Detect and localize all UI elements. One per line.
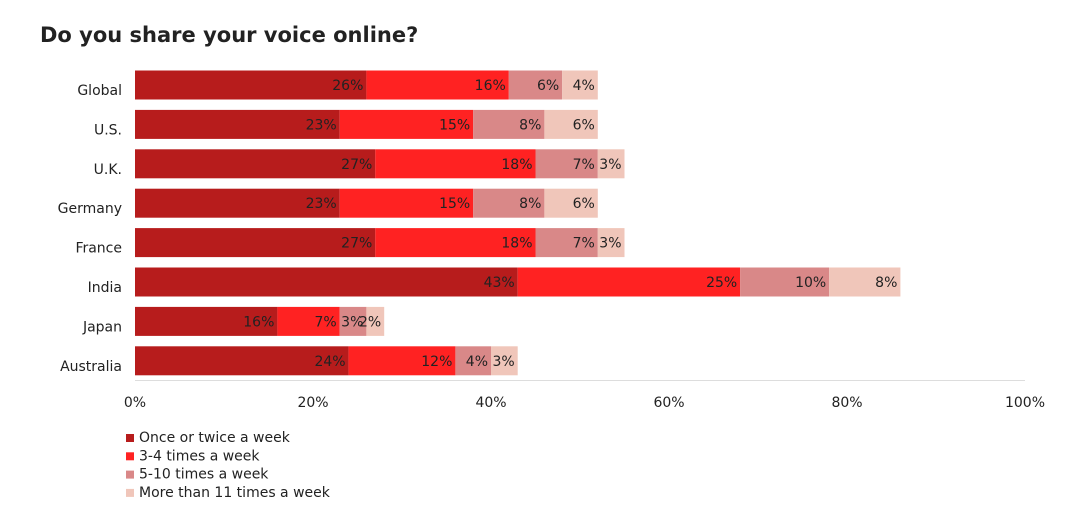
legend-swatch <box>126 434 134 442</box>
value-label: 3% <box>492 354 514 370</box>
x-tick-label: 100% <box>1005 395 1045 411</box>
legend-label: More than 11 times a week <box>139 485 331 501</box>
legend-label: Once or twice a week <box>139 430 291 446</box>
x-tick-label: 20% <box>297 395 328 411</box>
value-label: 7% <box>573 157 595 173</box>
y-tick-label: Germany <box>58 201 122 217</box>
y-tick-label: France <box>75 241 122 257</box>
value-label: 25% <box>706 275 737 291</box>
x-tick-label: 60% <box>653 395 684 411</box>
bar-segment <box>535 149 598 179</box>
bar-segment <box>135 267 518 297</box>
value-label: 15% <box>439 196 470 212</box>
bar-segment <box>135 109 340 139</box>
legend-label: 3-4 times a week <box>139 448 260 464</box>
value-label: 2% <box>359 314 381 330</box>
value-label: 23% <box>306 117 337 133</box>
value-label: 3% <box>599 236 621 252</box>
x-tick-label: 40% <box>475 395 506 411</box>
chart-title: Do you share your voice online? <box>40 23 418 47</box>
value-label: 8% <box>519 196 541 212</box>
value-label: 26% <box>332 78 363 94</box>
bar-segment <box>562 70 598 100</box>
bar-segment <box>375 149 536 179</box>
value-label: 12% <box>421 354 452 370</box>
bar-segment <box>544 109 598 139</box>
value-label: 8% <box>875 275 897 291</box>
bar-segment <box>135 188 340 218</box>
value-label: 4% <box>466 354 488 370</box>
bar-segment <box>348 346 456 376</box>
bar-segment <box>339 188 474 218</box>
value-label: 3% <box>341 314 363 330</box>
legend-swatch <box>126 452 134 461</box>
value-label: 10% <box>795 275 826 291</box>
bar-segment <box>740 267 830 297</box>
bar-segment <box>517 267 741 297</box>
value-label: 27% <box>341 157 372 173</box>
bar-segment <box>544 188 598 218</box>
value-label: 7% <box>573 236 595 252</box>
legend-swatch <box>126 488 134 497</box>
bar-segment <box>277 306 340 336</box>
value-label: 7% <box>314 314 336 330</box>
value-label: 24% <box>314 354 345 370</box>
value-label: 4% <box>573 78 595 94</box>
value-label: 16% <box>243 314 274 330</box>
bar-segment <box>473 188 545 218</box>
legend-label: 5-10 times a week <box>139 467 269 483</box>
value-label: 6% <box>573 196 595 212</box>
bar-segment <box>366 70 509 100</box>
bar-segment <box>135 228 376 258</box>
value-label: 3% <box>599 157 621 173</box>
bar-segment <box>455 346 491 376</box>
y-tick-label: U.K. <box>94 162 122 178</box>
bar-segment <box>135 70 367 100</box>
legend-swatch <box>126 470 134 479</box>
bar-segment <box>339 306 367 336</box>
bar-segment <box>135 346 349 376</box>
y-tick-label: U.S. <box>94 122 122 138</box>
value-label: 6% <box>537 78 559 94</box>
bar-segment <box>135 306 278 336</box>
bar-segment <box>135 149 376 179</box>
value-label: 23% <box>306 196 337 212</box>
bar-segment <box>597 149 625 179</box>
value-label: 16% <box>475 78 506 94</box>
x-tick-label: 80% <box>831 395 862 411</box>
value-label: 15% <box>439 117 470 133</box>
y-tick-label: Global <box>77 83 122 99</box>
value-label: 27% <box>341 236 372 252</box>
bar-segment <box>491 346 518 376</box>
value-label: 6% <box>573 117 595 133</box>
value-label: 8% <box>519 117 541 133</box>
value-label: 18% <box>501 157 532 173</box>
bar-segment <box>366 306 385 336</box>
bar-segment <box>597 228 625 258</box>
bar-segment <box>829 267 901 297</box>
bar-segment <box>339 109 474 139</box>
y-tick-label: India <box>88 280 122 296</box>
y-tick-label: Japan <box>82 319 122 335</box>
value-label: 43% <box>484 275 515 291</box>
y-tick-label: Australia <box>60 359 122 375</box>
bar-segment <box>473 109 545 139</box>
x-tick-label: 0% <box>124 395 146 411</box>
bar-segment <box>375 228 536 258</box>
value-label: 18% <box>501 236 532 252</box>
bar-segment <box>508 70 563 100</box>
bar-segment <box>535 228 598 258</box>
